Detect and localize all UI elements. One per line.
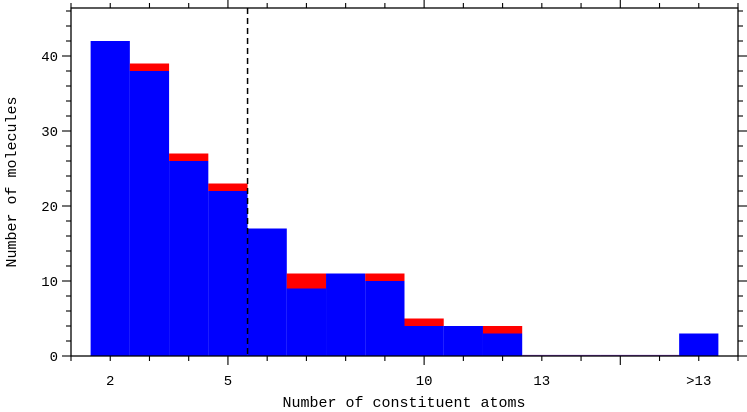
bar-blue <box>169 161 209 356</box>
bar-red <box>286 273 327 289</box>
y-tick-label: 40 <box>41 50 58 66</box>
bar-blue <box>679 333 719 356</box>
bar-blue <box>404 326 444 356</box>
bar-red <box>482 326 523 334</box>
bar-red <box>404 318 444 326</box>
bar-blue <box>247 228 287 356</box>
y-tick-label: 20 <box>41 200 58 216</box>
y-tick-labels: 0 10 20 30 40 <box>41 50 58 366</box>
x-tick-label: 13 <box>533 374 550 390</box>
x-axis-label: Number of constituent atoms <box>282 395 525 412</box>
bar-blue <box>208 191 248 356</box>
bar-red <box>365 273 405 281</box>
bar-red <box>208 183 248 191</box>
bar-blue <box>326 273 366 356</box>
bar-red <box>169 153 209 161</box>
x-tick-label: 5 <box>224 374 232 390</box>
bar-blue <box>90 41 130 356</box>
x-tick-label: 2 <box>106 374 114 390</box>
x-tick-label: 10 <box>416 374 433 390</box>
bar-blue <box>365 281 405 356</box>
bar-blue <box>443 326 483 356</box>
x-tick-labels: 2 5 10 13 >13 <box>106 374 711 390</box>
y-tick-label: 30 <box>41 125 58 141</box>
y-tick-label: 0 <box>50 350 58 366</box>
bar-blue <box>482 333 523 356</box>
bars-group <box>90 41 719 357</box>
plot-frame <box>70 7 739 357</box>
ticks-group <box>62 0 747 365</box>
y-tick-label: 10 <box>41 275 58 291</box>
x-tick-label: >13 <box>686 374 711 390</box>
bar-blue <box>129 71 170 356</box>
y-axis-label: Number of molecules <box>4 96 21 267</box>
bar-red <box>129 63 170 71</box>
bar-blue <box>286 288 327 356</box>
